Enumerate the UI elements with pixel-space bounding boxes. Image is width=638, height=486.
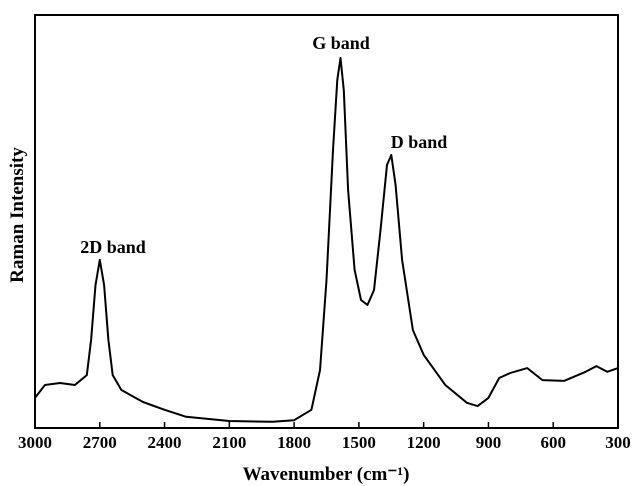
peak-annotation: D band bbox=[391, 132, 448, 152]
x-axis-label: Wavenumber (cm⁻¹) bbox=[243, 464, 410, 485]
x-tick-label: 900 bbox=[476, 433, 502, 452]
plot-frame bbox=[34, 14, 619, 429]
x-tick-label: 2100 bbox=[212, 433, 246, 452]
x-tick-label: 1800 bbox=[277, 433, 311, 452]
x-tick-label: 2700 bbox=[83, 433, 117, 452]
x-tick-label: 1500 bbox=[342, 433, 376, 452]
x-tick-label: 300 bbox=[605, 433, 631, 452]
spectrum-line bbox=[34, 57, 619, 423]
x-tick-label: 2400 bbox=[148, 433, 182, 452]
y-axis-label: Raman Intensity bbox=[7, 147, 28, 283]
peak-annotation: G band bbox=[312, 33, 370, 53]
x-tick-label: 1200 bbox=[407, 433, 441, 452]
x-tick-label: 600 bbox=[540, 433, 566, 452]
peak-annotation: 2D band bbox=[80, 237, 146, 257]
x-tick-label: 3000 bbox=[18, 433, 52, 452]
